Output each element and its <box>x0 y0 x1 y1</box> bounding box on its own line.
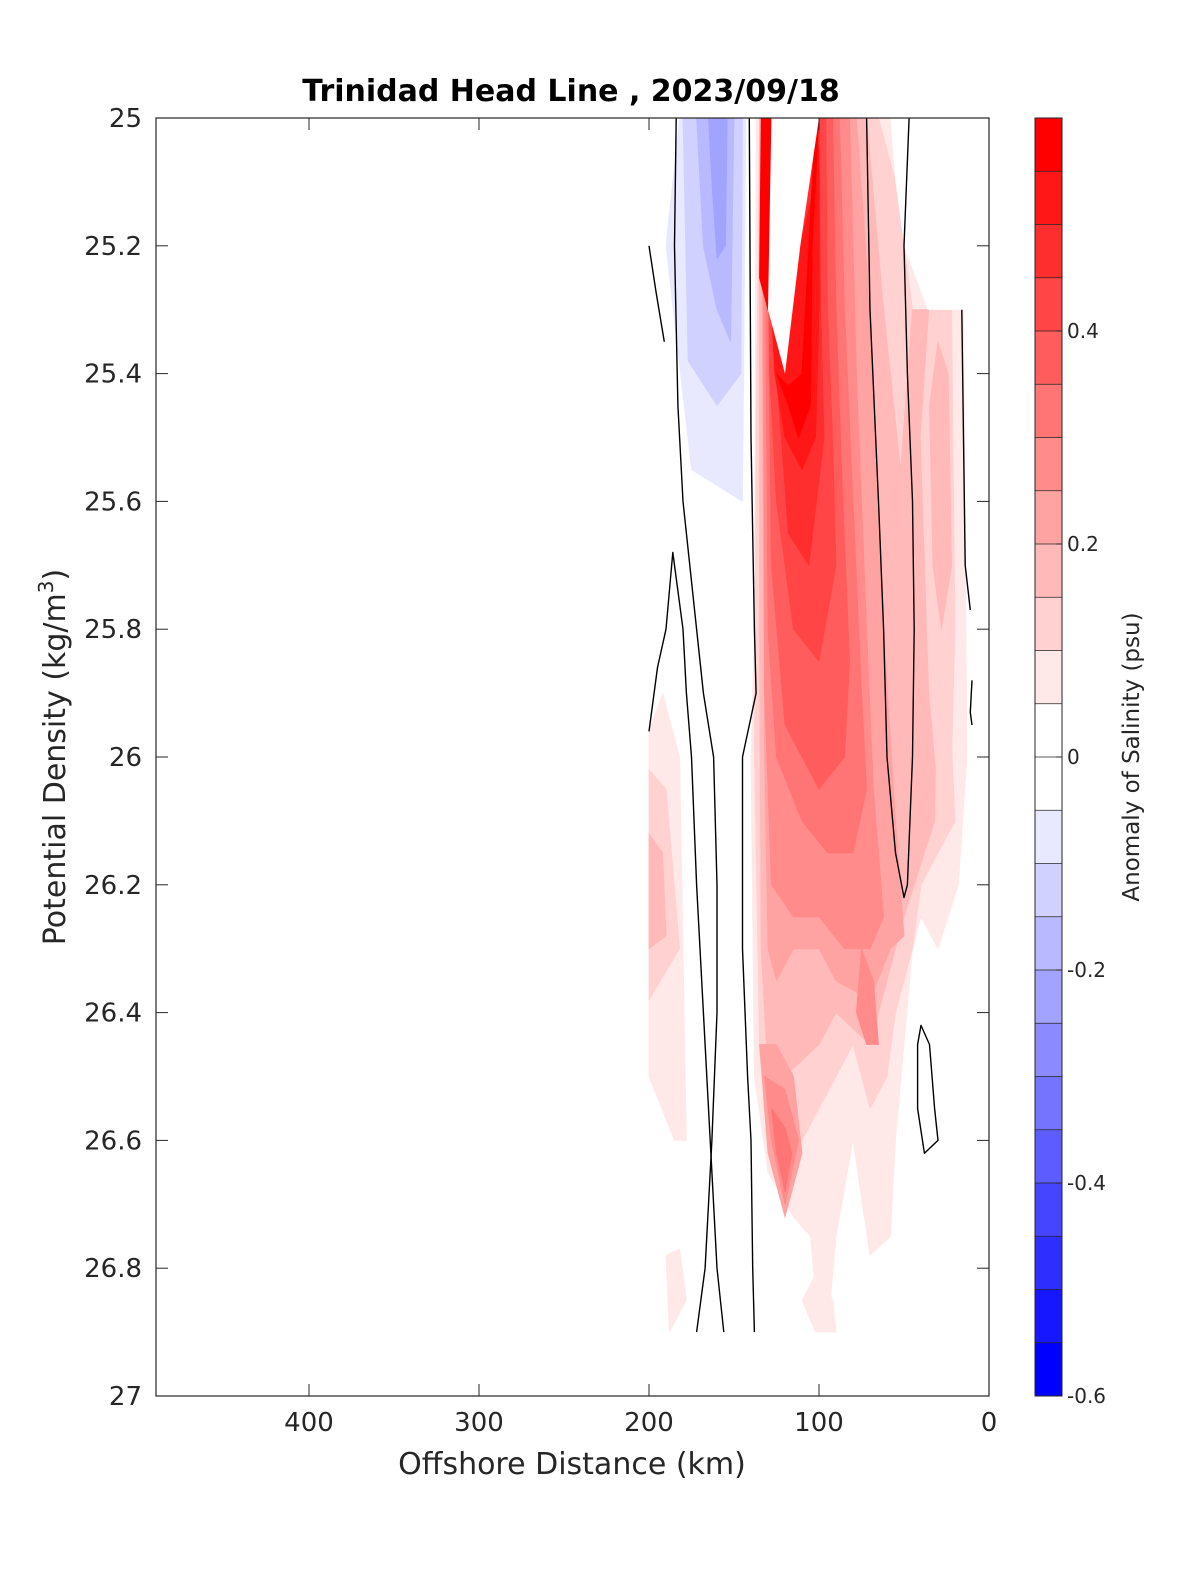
anomaly-region-12 <box>665 1248 687 1333</box>
colorbar-swatch-18 <box>1035 1076 1062 1130</box>
y-axis-label: Potential Density (kg/m3) <box>34 569 73 945</box>
no-data-region <box>756 118 989 374</box>
y-tick-label-25: 25 <box>109 104 142 134</box>
x-axis: 400 300 200 100 0 <box>284 118 997 1438</box>
colorbar: 0.4 0.2 0 -0.2 -0.4 -0.6 <box>1034 117 1106 1408</box>
colorbar-swatch-8 <box>1035 544 1062 598</box>
colorbar-swatch-0 <box>1035 118 1062 172</box>
zero-contour-7 <box>916 1024 939 1154</box>
colorbar-swatch-14 <box>1035 863 1062 917</box>
colorbar-tick-label-0: 0 <box>1067 745 1080 769</box>
colorbar-swatch-12 <box>1035 757 1062 811</box>
y-tick-label-26.2: 26.2 <box>84 871 142 901</box>
colorbar-swatches <box>1035 117 1062 1396</box>
anomaly-region-14 <box>801 1267 837 1333</box>
plot-area: 400 300 200 100 0 25 25.2 25.4 25.6 25.8 26 26.2 26… <box>84 104 997 1438</box>
anomaly-region-31 <box>856 948 879 1045</box>
colorbar-swatch-3 <box>1035 277 1062 331</box>
colorbar-swatch-15 <box>1035 916 1062 970</box>
y-tick-label-27: 27 <box>109 1382 142 1412</box>
x-tick-label-0: 0 <box>981 1408 998 1438</box>
anomaly-field <box>648 118 989 1333</box>
zero-contour-4 <box>865 118 915 899</box>
colorbar-swatch-22 <box>1035 1289 1062 1343</box>
y-tick-label-25.8: 25.8 <box>84 615 142 645</box>
colorbar-tick-label--0.2: -0.2 <box>1067 958 1106 982</box>
colorbar-label: Anomaly of Salinity (psu) <box>1119 612 1145 901</box>
colorbar-swatch-17 <box>1035 1023 1062 1077</box>
y-tick-label-25.4: 25.4 <box>84 360 142 390</box>
zero-contour-3 <box>741 118 757 1333</box>
colorbar-swatch-23 <box>1035 1342 1062 1396</box>
zero-contour-5 <box>961 309 971 611</box>
anomaly-region-4 <box>708 118 728 260</box>
zero-contour-2 <box>648 551 725 1333</box>
x-tick-label-200: 200 <box>624 1408 674 1438</box>
zero-contour-0 <box>648 245 665 342</box>
y-tick-label-26.8: 26.8 <box>84 1254 142 1284</box>
y-axis-label-close: ) <box>38 569 73 581</box>
colorbar-swatch-20 <box>1035 1183 1062 1237</box>
y-tick-label-26: 26 <box>109 743 142 773</box>
y-axis-label-superscript: 3 <box>34 580 58 593</box>
colorbar-swatch-6 <box>1035 437 1062 491</box>
colorbar-ticks: 0.4 0.2 0 -0.2 -0.4 -0.6 <box>1056 319 1106 1408</box>
y-axis-label-main: Potential Density (kg/m <box>38 593 73 945</box>
colorbar-swatch-7 <box>1035 490 1062 544</box>
zero-contour-6 <box>969 680 973 726</box>
anomaly-region-24 <box>776 118 820 438</box>
colorbar-tick-label-0.2: 0.2 <box>1067 532 1099 556</box>
y-tick-label-25.2: 25.2 <box>84 232 142 262</box>
anomaly-region-11 <box>648 833 667 950</box>
anomaly-region-8 <box>969 309 975 502</box>
zero-contours <box>648 118 973 1333</box>
x-axis-label: Offshore Distance (km) <box>398 1447 746 1482</box>
colorbar-swatch-10 <box>1035 650 1062 704</box>
anomaly-region-5 <box>648 577 658 643</box>
colorbar-tick-label--0.6: -0.6 <box>1067 1384 1106 1408</box>
anomaly-region-28 <box>771 1108 793 1192</box>
colorbar-swatch-11 <box>1035 703 1062 757</box>
colorbar-swatch-5 <box>1035 384 1062 438</box>
colorbar-swatch-13 <box>1035 810 1062 864</box>
x-tick-label-300: 300 <box>454 1408 504 1438</box>
x-tick-label-100: 100 <box>794 1408 844 1438</box>
y-tick-label-26.4: 26.4 <box>84 999 142 1029</box>
colorbar-swatch-19 <box>1035 1129 1062 1183</box>
colorbar-tick-label--0.4: -0.4 <box>1067 1171 1106 1195</box>
colorbar-swatch-16 <box>1035 970 1062 1024</box>
y-tick-label-26.6: 26.6 <box>84 1126 142 1156</box>
colorbar-swatch-4 <box>1035 331 1062 385</box>
chart-title: Trinidad Head Line , 2023/09/18 <box>302 74 839 109</box>
y-axis: 25 25.2 25.4 25.6 25.8 26 26.2 26.4 26.6 26.8 27 <box>84 104 989 1412</box>
y-tick-label-25.6: 25.6 <box>84 487 142 517</box>
x-tick-label-400: 400 <box>284 1408 334 1438</box>
anomaly-region-30 <box>929 341 952 630</box>
colorbar-swatch-9 <box>1035 597 1062 651</box>
colorbar-swatch-1 <box>1035 171 1062 225</box>
colorbar-swatch-21 <box>1035 1236 1062 1290</box>
colorbar-swatch-2 <box>1035 224 1062 278</box>
colorbar-tick-label-0.4: 0.4 <box>1067 319 1099 343</box>
